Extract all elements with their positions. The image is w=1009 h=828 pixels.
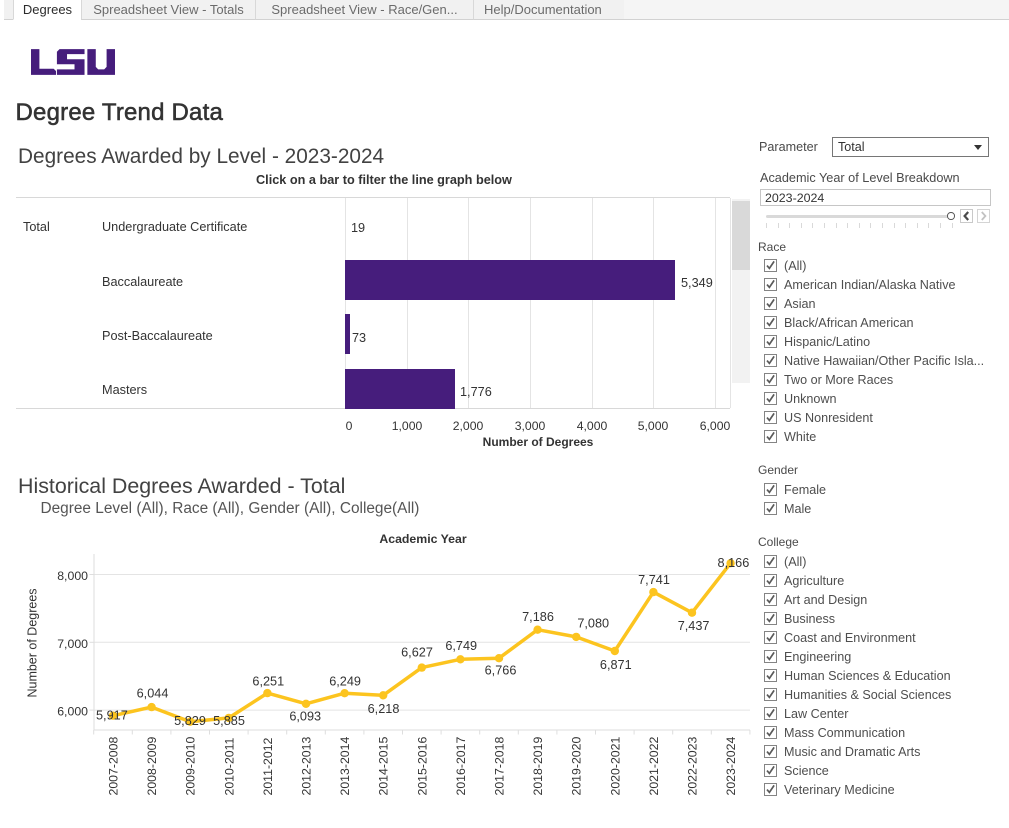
svg-text:5,917: 5,917 (96, 709, 128, 723)
svg-text:8,000: 8,000 (57, 569, 88, 583)
svg-text:6,218: 6,218 (368, 702, 400, 716)
svg-text:7,186: 7,186 (522, 610, 554, 624)
svg-text:6,249: 6,249 (329, 675, 361, 689)
svg-text:2023-2024: 2023-2024 (724, 737, 738, 796)
svg-text:6,871: 6,871 (600, 658, 632, 672)
svg-text:2021-2022: 2021-2022 (647, 737, 661, 796)
svg-text:2014-2015: 2014-2015 (377, 737, 391, 796)
svg-text:2018-2019: 2018-2019 (531, 737, 545, 796)
svg-text:2010-2011: 2010-2011 (222, 737, 236, 795)
svg-text:7,080: 7,080 (577, 617, 609, 631)
svg-text:6,749: 6,749 (445, 639, 477, 653)
svg-text:2019-2020: 2019-2020 (570, 737, 584, 796)
svg-text:2013-2014: 2013-2014 (338, 737, 352, 796)
svg-text:5,885: 5,885 (213, 714, 245, 728)
svg-text:8,166: 8,166 (718, 556, 750, 570)
svg-text:2017-2018: 2017-2018 (493, 737, 507, 796)
svg-text:6,000: 6,000 (57, 705, 88, 719)
svg-text:6,627: 6,627 (401, 646, 433, 660)
svg-text:7,000: 7,000 (57, 637, 88, 651)
svg-text:6,251: 6,251 (252, 675, 284, 689)
svg-text:6,093: 6,093 (289, 710, 321, 724)
svg-text:6,766: 6,766 (485, 664, 517, 678)
svg-text:2009-2010: 2009-2010 (184, 737, 198, 796)
svg-text:7,437: 7,437 (678, 619, 710, 633)
svg-text:Number of Degrees: Number of Degrees (26, 588, 40, 697)
svg-text:2022-2023: 2022-2023 (686, 737, 700, 796)
svg-text:2012-2013: 2012-2013 (300, 737, 314, 796)
svg-text:2015-2016: 2015-2016 (415, 737, 429, 796)
svg-text:2008-2009: 2008-2009 (145, 737, 159, 796)
svg-text:5,829: 5,829 (174, 714, 206, 728)
svg-text:2011-2012: 2011-2012 (261, 737, 275, 795)
svg-text:7,741: 7,741 (638, 573, 670, 587)
svg-text:2007-2008: 2007-2008 (107, 737, 121, 796)
svg-text:6,044: 6,044 (137, 686, 169, 700)
svg-text:2020-2021: 2020-2021 (608, 737, 622, 796)
svg-text:2016-2017: 2016-2017 (454, 737, 468, 796)
